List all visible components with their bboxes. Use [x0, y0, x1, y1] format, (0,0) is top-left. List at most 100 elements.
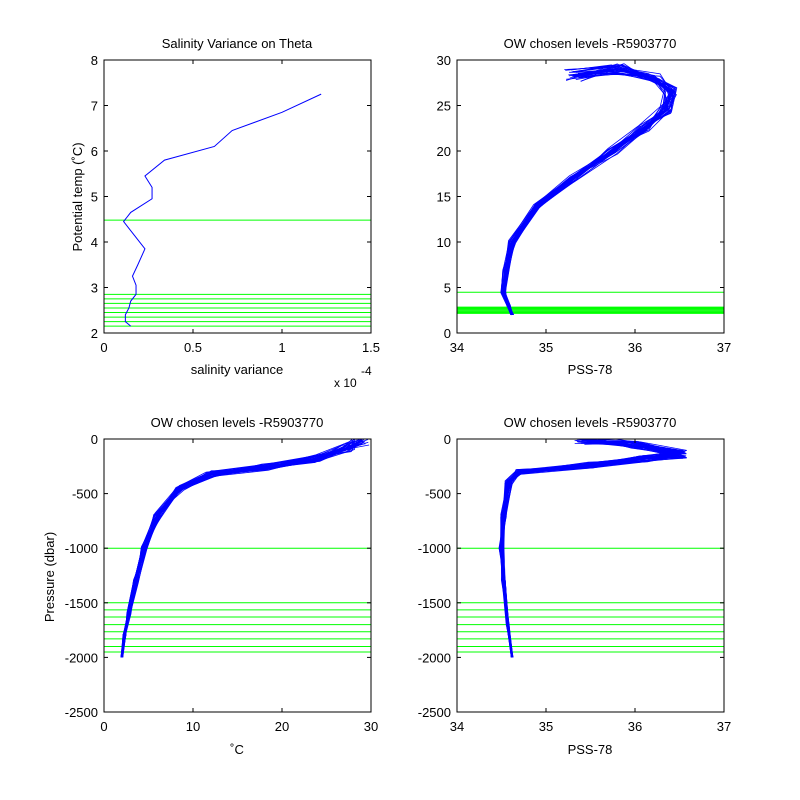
profile-line: [505, 68, 666, 315]
x-axis-label: PSS-78: [568, 362, 613, 377]
y-tick-label: -500: [425, 487, 451, 502]
profile-line: [503, 71, 677, 315]
y-tick-label: -1500: [418, 596, 451, 611]
profile-line: [503, 71, 675, 315]
profile-line: [500, 68, 678, 315]
plot-area: [104, 439, 371, 658]
plot-area: [457, 63, 724, 316]
profile-line: [504, 68, 675, 315]
y-tick-label: 25: [437, 99, 451, 114]
x-tick-label: 0: [100, 719, 107, 734]
profile-line: [120, 443, 366, 658]
x-tick-label: 1: [278, 340, 285, 355]
x-exponent-power: -4: [361, 364, 372, 378]
panel-title: OW chosen levels -R5903770: [504, 415, 677, 430]
x-tick-label: 35: [539, 719, 553, 734]
profile-line: [504, 70, 677, 315]
axes-frame: [103, 59, 372, 334]
profile-line: [121, 444, 370, 658]
x-axis-label: ˚C: [230, 742, 244, 757]
x-tick-label: 1.5: [362, 340, 380, 355]
profile-line: [122, 442, 361, 658]
profile-line: [121, 443, 356, 658]
y-tick-label: -1000: [65, 541, 98, 556]
profile-line: [504, 70, 673, 316]
y-tick-label: -2500: [418, 705, 451, 720]
profile-line: [504, 65, 676, 315]
axes-frame: [456, 438, 725, 713]
x-tick-label: 0.5: [184, 340, 202, 355]
panel-salinity-theta: OW chosen levels -R5903770 PSS-78 34 35 36…: [437, 36, 732, 377]
y-tick-label: 3: [91, 281, 98, 296]
x-tick-label: 30: [364, 719, 378, 734]
profile-line: [504, 70, 676, 315]
profile-line: [502, 442, 678, 658]
profile-line: [121, 444, 362, 658]
profile-line: [121, 439, 355, 658]
y-tick-label: -2000: [418, 650, 451, 665]
y-tick-label: 30: [437, 53, 451, 68]
x-tick-label: 0: [100, 340, 107, 355]
x-tick-label: 37: [717, 340, 731, 355]
y-tick-label: 20: [437, 144, 451, 159]
panel-salinity-variance: Salinity Variance on Theta salinity vari…: [70, 36, 380, 390]
plot-area: [104, 93, 371, 327]
profile-line: [500, 442, 685, 658]
profile-line: [504, 73, 677, 315]
profile-line: [500, 74, 667, 315]
y-tick-label: -1500: [65, 596, 98, 611]
profile-line: [500, 63, 665, 316]
profile-line: [500, 72, 671, 315]
panel-title: Salinity Variance on Theta: [162, 36, 313, 51]
profile-line: [501, 63, 675, 315]
x-tick-label: 34: [450, 719, 464, 734]
profile-line: [500, 441, 679, 658]
profile-line: [120, 443, 363, 658]
x-tick-label: 10: [186, 719, 200, 734]
profile-line: [501, 72, 673, 315]
x-tick-label: 36: [628, 719, 642, 734]
variance-line: [122, 93, 322, 327]
y-tick-label: 10: [437, 235, 451, 250]
panel-temperature-pressure: OW chosen levels -R5903770 ˚C Pressure (…: [42, 415, 378, 757]
profile-line: [503, 65, 677, 315]
profile-line: [121, 443, 358, 658]
y-tick-label: -1000: [418, 541, 451, 556]
x-tick-label: 35: [539, 340, 553, 355]
axes-frame: [103, 438, 372, 713]
profile-line: [500, 72, 669, 315]
y-tick-label: 5: [444, 281, 451, 296]
panel-title: OW chosen levels -R5903770: [151, 415, 324, 430]
profile-line: [500, 72, 672, 315]
y-axis-label: Pressure (dbar): [42, 532, 57, 622]
profile-line: [121, 443, 363, 658]
y-tick-label: 5: [91, 190, 98, 205]
x-tick-label: 20: [275, 719, 289, 734]
profile-line: [504, 66, 673, 315]
y-tick-label: 0: [444, 326, 451, 341]
profile-line: [504, 66, 675, 315]
x-axis-label: salinity variance: [191, 362, 284, 377]
x-exponent-base: x 10: [334, 376, 357, 390]
profile-line: [501, 442, 683, 658]
y-tick-label: 6: [91, 144, 98, 159]
y-tick-label: -2000: [65, 650, 98, 665]
y-tick-label: 8: [91, 53, 98, 68]
x-tick-label: 34: [450, 340, 464, 355]
plot-area: [457, 439, 724, 658]
profile-line: [500, 64, 671, 315]
profile-line: [502, 65, 675, 315]
profile-line: [503, 64, 674, 315]
profile-core-line: [500, 439, 682, 658]
profile-line: [503, 69, 673, 315]
profile-line: [502, 64, 674, 315]
x-tick-label: 37: [717, 719, 731, 734]
profile-core-line: [120, 439, 363, 658]
profile-line: [501, 65, 666, 315]
x-tick-label: 36: [628, 340, 642, 355]
profile-core-line: [502, 67, 673, 316]
profile-line: [502, 443, 676, 658]
profile-line: [499, 442, 687, 658]
y-tick-label: 0: [444, 432, 451, 447]
